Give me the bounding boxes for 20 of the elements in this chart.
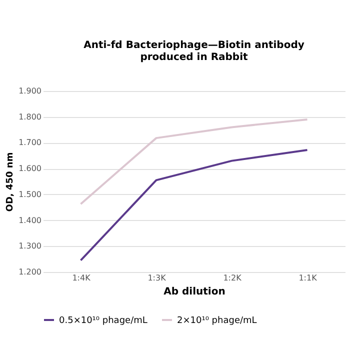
x-tick-label: 1:2K	[223, 274, 242, 282]
y-tick-label: 1.500	[18, 190, 42, 199]
x-axis-title: Ab dilution	[164, 286, 226, 298]
y-tick-label: 1.800	[18, 112, 42, 122]
y-tick-label: 1.600	[18, 164, 42, 174]
text: Anti-fd Bacteriophage—Biotin antibody	[84, 40, 304, 51]
x-tick-label: 1:1K	[298, 274, 318, 282]
y-axis-title: OD, 450 nm	[6, 152, 16, 212]
line-series	[80, 148, 308, 262]
y-tick-label: 1.300	[18, 242, 42, 251]
text: produced in Rabbit	[140, 52, 248, 63]
line-series	[80, 118, 308, 205]
y-tick-label: 1.200	[18, 268, 42, 276]
y-tick-label: 1.400	[18, 216, 42, 225]
y-tick-label: 1.700	[18, 138, 42, 148]
x-tick-label: 1:4K	[72, 274, 92, 282]
legend-label: 0.5×10¹⁰ phage/mL	[59, 316, 148, 326]
y-tick-label: 1.900	[18, 86, 42, 96]
x-tick-label: 1:3K	[148, 274, 167, 282]
legend-label: 2×10¹⁰ phage/mL	[177, 316, 257, 326]
